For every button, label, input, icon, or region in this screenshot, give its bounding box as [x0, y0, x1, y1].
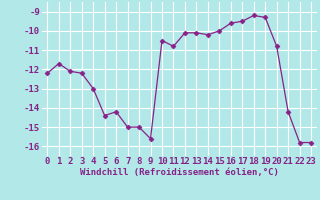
X-axis label: Windchill (Refroidissement éolien,°C): Windchill (Refroidissement éolien,°C) — [80, 168, 279, 177]
